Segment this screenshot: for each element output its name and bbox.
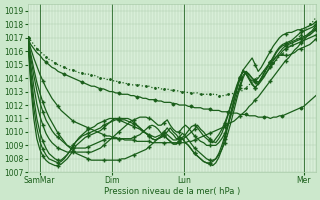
X-axis label: Pression niveau de la mer( hPa ): Pression niveau de la mer( hPa ): [104, 187, 240, 196]
